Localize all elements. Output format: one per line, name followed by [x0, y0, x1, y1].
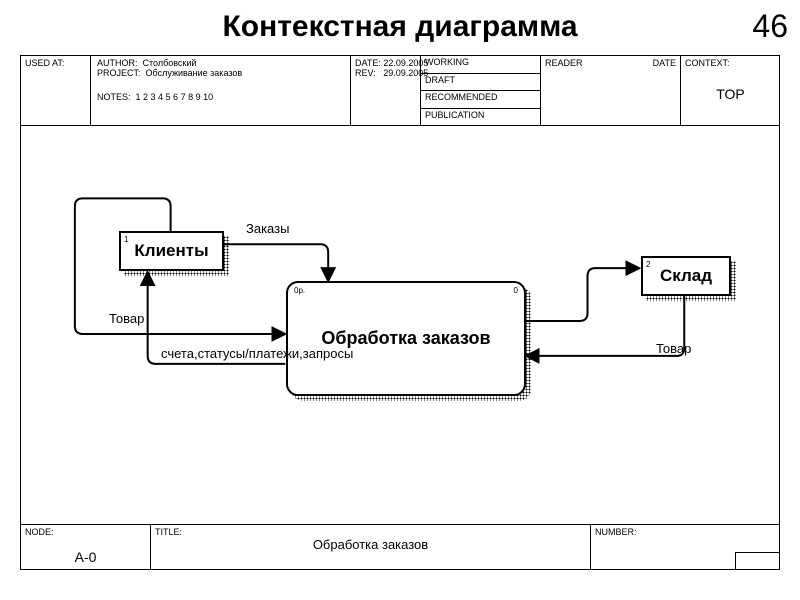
footer-table: NODE: A-0 TITLE: Обработка заказов NUMBE… — [21, 524, 779, 569]
rev-label: REV: — [355, 68, 376, 78]
main-title: Контекстная диаграмма — [0, 10, 800, 44]
title-value: Обработка заказов — [155, 537, 586, 552]
header-dates: DATE: 22.09.2005 REV: 29.09.2005 — [351, 56, 421, 126]
idef0-frame: USED AT: AUTHOR: Столбовский PROJECT: Об… — [20, 55, 780, 570]
context-value: TOP — [685, 86, 776, 102]
header-usedat: USED AT: — [21, 56, 91, 126]
reader-date-label: DATE — [653, 58, 676, 68]
diagram-body: 1 Клиенты 0р. 0 Обработка заказов 2 Скла… — [21, 126, 779, 526]
status-publication: PUBLICATION — [421, 109, 540, 127]
author-value: Столбовский — [143, 58, 197, 68]
header-table: USED AT: AUTHOR: Столбовский PROJECT: Об… — [21, 56, 779, 126]
node-value: A-0 — [25, 549, 146, 565]
footer-node: NODE: A-0 — [21, 525, 151, 570]
author-label: AUTHOR: — [97, 58, 138, 68]
header-context: CONTEXT: TOP — [681, 56, 780, 126]
status-recommended: RECOMMENDED — [421, 91, 540, 109]
project-label: PROJECT: — [97, 68, 141, 78]
header-author-block: AUTHOR: Столбовский PROJECT: Обслуживани… — [91, 56, 351, 126]
arrows-svg — [21, 126, 779, 526]
notes-label: NOTES: — [97, 92, 131, 102]
header-reader: READER DATE — [541, 56, 681, 126]
context-label: CONTEXT: — [685, 58, 776, 68]
reader-label: READER — [545, 58, 583, 68]
number-label: NUMBER: — [595, 527, 637, 537]
footer-number: NUMBER: — [591, 525, 780, 570]
node-label: NODE: — [25, 527, 54, 537]
header-status: WORKING DRAFT RECOMMENDED PUBLICATION — [421, 56, 541, 126]
footer-title: TITLE: Обработка заказов — [151, 525, 591, 570]
date-label: DATE: — [355, 58, 381, 68]
title-label: TITLE: — [155, 527, 182, 537]
status-working: WORKING — [421, 56, 540, 74]
project-value: Обслуживание заказов — [146, 68, 243, 78]
footer-corner — [735, 552, 780, 570]
status-draft: DRAFT — [421, 74, 540, 92]
notes-value: 1 2 3 4 5 6 7 8 9 10 — [136, 92, 214, 102]
